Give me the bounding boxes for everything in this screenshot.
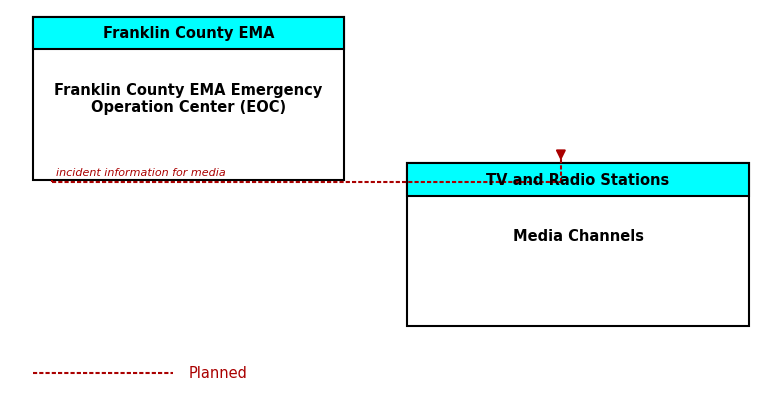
- Text: Franklin County EMA Emergency
Operation Center (EOC): Franklin County EMA Emergency Operation …: [54, 83, 322, 115]
- Text: Media Channels: Media Channels: [512, 229, 644, 244]
- Bar: [407, 164, 749, 326]
- Bar: [33, 18, 344, 180]
- Text: Planned: Planned: [188, 366, 247, 380]
- Bar: [33, 18, 344, 50]
- Bar: [33, 18, 344, 50]
- Text: Franklin County EMA: Franklin County EMA: [102, 27, 274, 41]
- Text: incident information for media: incident information for media: [56, 167, 226, 177]
- Text: TV and Radio Stations: TV and Radio Stations: [486, 173, 669, 188]
- Bar: [407, 164, 749, 196]
- Bar: [407, 164, 749, 196]
